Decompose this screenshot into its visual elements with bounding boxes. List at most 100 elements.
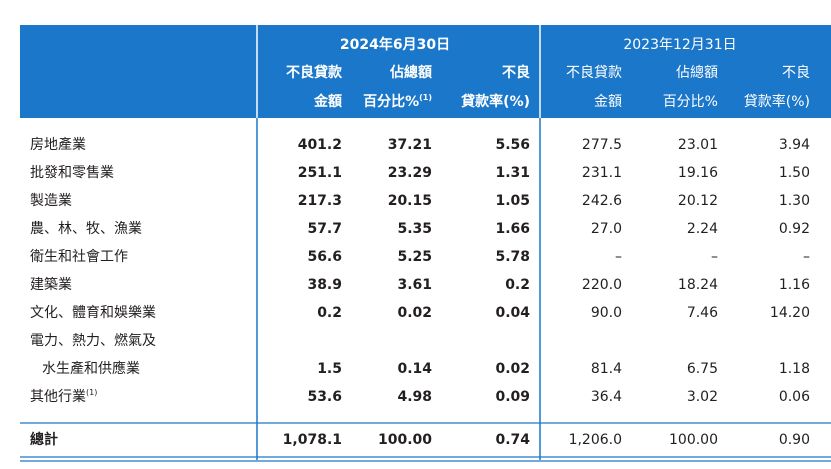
- cell: 23.01: [678, 137, 718, 153]
- column-header-text: 金額: [594, 94, 622, 110]
- cell: 2.24: [687, 221, 718, 237]
- cell: 23.29: [388, 165, 432, 181]
- total-cell: 100.00: [669, 432, 718, 448]
- row-label-text: 製造業: [30, 193, 72, 209]
- total-cell: 0.74: [495, 432, 530, 448]
- cell: 0.02: [495, 361, 530, 377]
- cell: 3.02: [687, 389, 718, 405]
- footnote-ref: (1): [419, 93, 432, 102]
- cell: –: [803, 249, 810, 265]
- column-header: 不良: [502, 64, 530, 81]
- column-header-text: 貸款率(%): [460, 93, 530, 110]
- row-label: 農、林、牧、漁業: [30, 221, 142, 237]
- cell: 18.24: [678, 277, 718, 293]
- row-label: 建築業: [30, 277, 72, 293]
- cell: 1.31: [495, 165, 530, 181]
- column-header: 不良: [782, 65, 810, 81]
- cell: 1.05: [495, 193, 530, 209]
- row-label: 房地產業: [30, 136, 86, 153]
- cell: 5.25: [397, 249, 432, 265]
- row-label-text: 水生產和供應業: [42, 360, 140, 377]
- cell: 20.12: [678, 193, 718, 209]
- row-label-text: 農、林、牧、漁業: [30, 221, 142, 237]
- row-label: 文化、體育和娛樂業: [30, 304, 156, 321]
- column-header: 佔總額: [676, 64, 718, 81]
- row-label: 批發和零售業: [30, 165, 114, 181]
- row-label: 電力、熱力、燃氣及: [30, 332, 156, 349]
- row-label-text: 批發和零售業: [30, 165, 114, 181]
- cell: 0.02: [397, 305, 432, 321]
- cell: 81.4: [591, 361, 622, 377]
- header-band: [20, 25, 831, 118]
- cell: 3.61: [397, 277, 432, 293]
- cell: 6.75: [687, 361, 718, 377]
- cell: 36.4: [591, 389, 622, 405]
- cell: 220.0: [582, 277, 622, 293]
- cell: 1.16: [779, 277, 810, 293]
- group-title: 2024年6月30日: [340, 36, 450, 53]
- column-header: 不良貸款: [286, 64, 343, 81]
- cell: –: [711, 249, 718, 265]
- cell: 1.30: [779, 193, 810, 209]
- row-label: 水生產和供應業: [42, 360, 140, 377]
- cell: 5.78: [495, 249, 530, 265]
- cell: 0.92: [779, 221, 810, 237]
- total-cell: 0.90: [779, 432, 810, 448]
- header: 2024年6月30日 2023年12月31日不良貸款金額佔總額百分比%(1)不良貸…: [286, 36, 810, 110]
- cell: 5.56: [495, 137, 530, 153]
- cell: 37.21: [388, 137, 432, 153]
- cell: 3.94: [779, 137, 810, 153]
- column-header: 貸款率(%): [744, 93, 810, 110]
- row-label-text: 建築業: [30, 277, 72, 293]
- cell: 0.04: [495, 305, 530, 321]
- cell: 4.98: [397, 389, 432, 405]
- column-header: 貸款率(%): [460, 93, 530, 110]
- total-cell: 1,078.1: [283, 432, 342, 448]
- row-label: 其他行業(1): [30, 388, 97, 406]
- cell: 53.6: [307, 389, 342, 405]
- cell: 1.66: [495, 221, 530, 237]
- cell: 5.35: [397, 221, 432, 237]
- column-header-text: 百分比%: [663, 94, 718, 110]
- cell: 27.0: [591, 221, 622, 237]
- cell: 0.06: [779, 389, 810, 405]
- row-label: 製造業: [30, 193, 72, 209]
- cell: 0.09: [495, 389, 530, 405]
- column-header: 金額: [313, 93, 342, 110]
- cell: 0.2: [505, 277, 530, 293]
- cell: 7.46: [687, 305, 718, 321]
- column-header: 百分比%: [663, 94, 718, 110]
- cell: 217.3: [298, 193, 342, 209]
- cell: 57.7: [307, 221, 342, 237]
- cell: 90.0: [591, 305, 622, 321]
- row-label-text: 文化、體育和娛樂業: [30, 304, 156, 321]
- cell: 1.5: [317, 361, 342, 377]
- cell: 251.1: [298, 165, 342, 181]
- cell: 231.1: [582, 165, 622, 181]
- cell: 277.5: [582, 137, 622, 153]
- column-header: 金額: [594, 94, 622, 110]
- cell: –: [615, 249, 622, 265]
- column-header-text: 百分比%: [363, 93, 419, 110]
- cell: 1.18: [779, 361, 810, 377]
- total-cell: 100.00: [378, 432, 432, 448]
- cell: 0.14: [397, 361, 432, 377]
- column-header: 百分比%(1): [363, 93, 432, 111]
- row-label-text: 衛生和社會工作: [30, 249, 128, 265]
- cell: 242.6: [582, 193, 622, 209]
- column-header-text: 貸款率(%): [744, 93, 810, 110]
- cell: 401.2: [298, 137, 342, 153]
- row-label-text: 其他行業: [30, 389, 86, 405]
- group-title: 2023年12月31日: [623, 37, 736, 53]
- row-label-text: 房地產業: [30, 136, 86, 153]
- cell: 38.9: [307, 277, 342, 293]
- row-label-text: 電力、熱力、燃氣及: [30, 332, 156, 349]
- cell: 20.15: [388, 193, 432, 209]
- cell: 0.2: [317, 305, 342, 321]
- footnote-ref: (1): [86, 388, 97, 397]
- cell: 1.50: [779, 165, 810, 181]
- column-header: 不良貸款: [566, 65, 622, 81]
- total-cell: 1,206.0: [569, 432, 622, 448]
- column-header: 佔總額: [389, 64, 432, 81]
